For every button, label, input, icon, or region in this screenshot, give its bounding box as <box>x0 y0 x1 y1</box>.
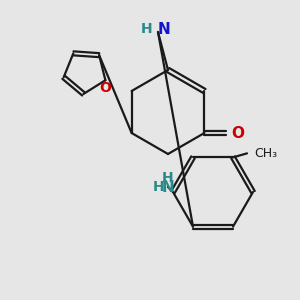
Text: H: H <box>162 171 174 185</box>
Text: H: H <box>140 22 152 36</box>
Text: O: O <box>231 125 244 140</box>
Text: O: O <box>100 81 111 95</box>
Text: N: N <box>162 179 174 194</box>
Text: H: H <box>153 180 165 194</box>
Text: N: N <box>158 22 171 37</box>
Text: CH₃: CH₃ <box>254 147 277 160</box>
